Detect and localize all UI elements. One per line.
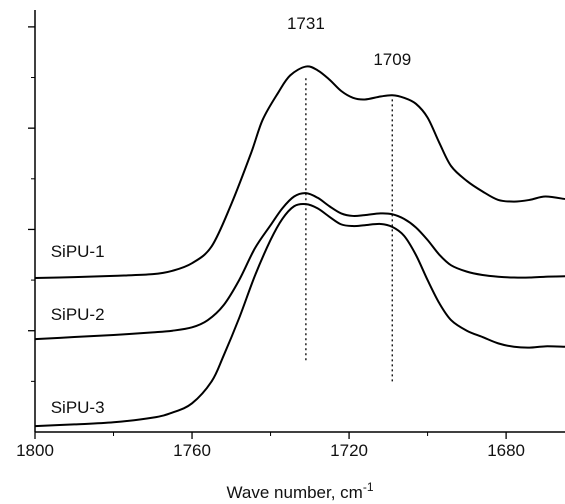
series-label: SiPU-1 [51, 242, 105, 261]
series-line-sipu-1 [34, 65, 565, 279]
series-label: SiPU-2 [51, 305, 105, 324]
chart-axes [34, 10, 565, 433]
series-line-sipu-2 [34, 192, 565, 341]
x-tick-label: 1760 [173, 441, 211, 460]
x-axis-title-text: Wave number, cm [226, 483, 362, 502]
x-tick-label: 1720 [330, 441, 368, 460]
peak-marker-label: 1731 [287, 14, 325, 33]
chart-labels: SiPU-1 SiPU-2 SiPU-3 [51, 242, 105, 417]
x-axis-title-superscript: -1 [363, 480, 374, 494]
x-tick-label: 1800 [16, 441, 54, 460]
chart-ticks: 1800 1760 1720 1680 [16, 26, 525, 460]
chart-series [34, 65, 565, 428]
series-label: SiPU-3 [51, 398, 105, 417]
chart-annotations: 1731 1709 [287, 14, 411, 382]
peak-marker-label: 1709 [373, 50, 411, 69]
x-axis-title: Wave number, cm-1 [226, 480, 373, 502]
series-line-sipu-3 [34, 202, 565, 428]
x-tick-label: 1680 [487, 441, 525, 460]
